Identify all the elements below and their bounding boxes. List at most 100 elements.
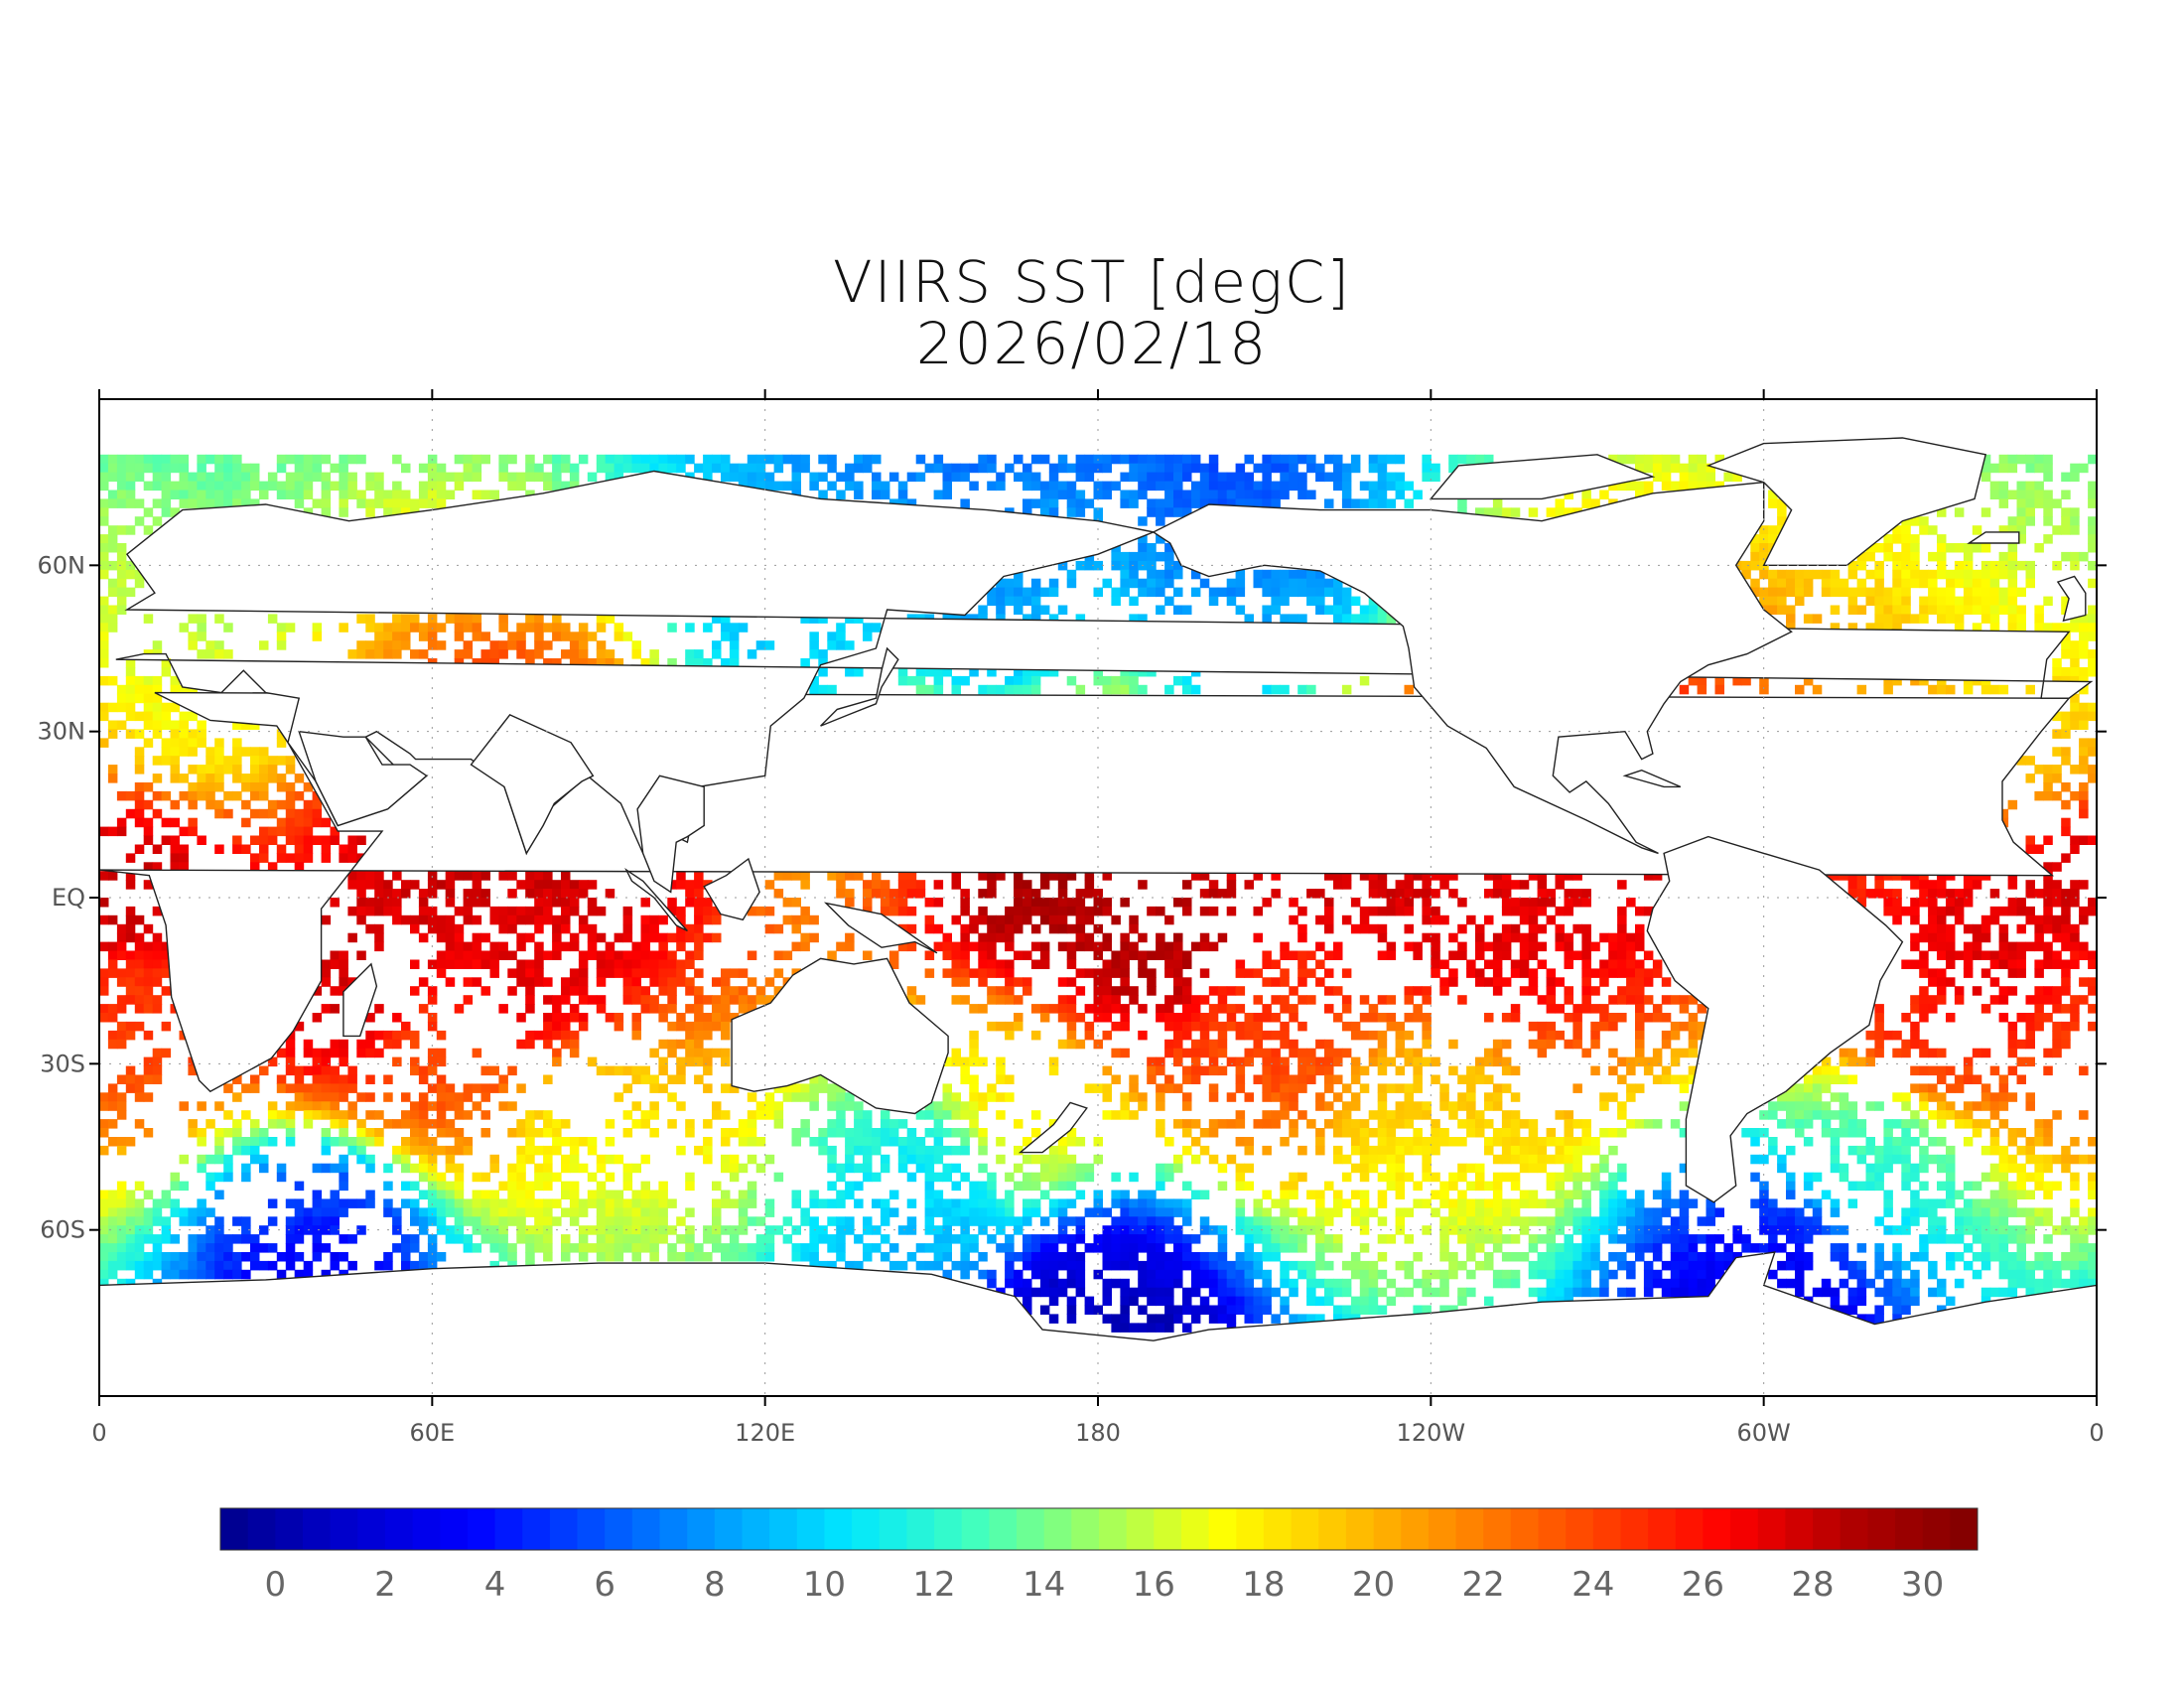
sst-cell <box>1998 906 2009 916</box>
sst-cell <box>649 959 659 969</box>
sst-cell <box>347 1101 357 1111</box>
sst-cell <box>2007 578 2018 589</box>
sst-cell <box>516 959 526 969</box>
sst-cell <box>1892 906 1902 916</box>
sst-cell <box>1422 1198 1432 1208</box>
sst-cell <box>1289 1181 1298 1192</box>
sst-cell <box>755 1137 766 1147</box>
sst-cell <box>1777 1101 1787 1111</box>
sst-cell <box>1048 1004 1059 1014</box>
sst-cell <box>552 1030 562 1041</box>
sst-cell <box>107 1101 118 1111</box>
sst-cell <box>445 898 456 908</box>
sst-cell <box>1253 498 1263 508</box>
sst-cell <box>622 1110 633 1120</box>
sst-cell <box>1883 684 1893 695</box>
sst-cell <box>2088 632 2097 641</box>
sst-cell <box>1599 959 1609 969</box>
sst-cell <box>1368 1048 1379 1058</box>
sst-cell <box>1005 675 1015 686</box>
sst-cell <box>107 454 118 465</box>
sst-cell <box>2007 1154 2018 1165</box>
sst-cell <box>1937 1074 1947 1084</box>
sst-cell <box>312 790 323 801</box>
sst-cell <box>703 1119 713 1129</box>
sst-cell <box>463 1092 474 1102</box>
sst-cell <box>703 1048 713 1058</box>
sst-cell <box>1635 1030 1645 1041</box>
sst-cell <box>1075 1172 1086 1183</box>
sst-cell <box>1883 587 1893 598</box>
sst-cell <box>1173 1083 1183 1093</box>
sst-cell <box>1156 1198 1165 1208</box>
sst-cell <box>339 481 348 492</box>
sst-cell <box>1928 1154 1938 1165</box>
sst-cell <box>747 1198 757 1208</box>
sst-cell <box>2061 817 2071 828</box>
sst-cell <box>1262 1048 1272 1058</box>
sst-cell <box>205 1154 215 1165</box>
sst-cell <box>1190 587 1201 598</box>
sst-cell <box>498 463 508 474</box>
sst-cell <box>1475 1198 1485 1208</box>
sst-cell <box>1182 1181 1192 1192</box>
sst-cell <box>170 1181 180 1192</box>
sst-cell <box>1448 950 1458 960</box>
sst-cell <box>1253 995 1263 1005</box>
sst-cell <box>1910 1119 1920 1129</box>
sst-cell <box>516 977 526 987</box>
sst-cell <box>685 454 695 465</box>
sst-cell <box>1865 587 1875 598</box>
sst-cell <box>587 1172 598 1183</box>
sst-cell <box>152 711 163 722</box>
sst-cell <box>1280 454 1290 465</box>
sst-cell <box>1297 1065 1307 1076</box>
sst-cell <box>321 977 332 987</box>
sst-cell <box>525 1128 535 1138</box>
sst-cell <box>1946 898 1956 908</box>
sst-cell <box>99 481 109 492</box>
sst-cell <box>170 702 180 713</box>
sst-cell <box>1484 1013 1494 1023</box>
sst-cell <box>729 1083 740 1093</box>
sst-cell <box>658 1056 668 1067</box>
sst-cell <box>773 1101 784 1111</box>
sst-cell <box>755 995 766 1005</box>
sst-cell <box>721 1137 731 1147</box>
sst-cell <box>1120 1021 1130 1032</box>
sst-cell <box>1581 498 1591 508</box>
sst-cell <box>712 914 722 925</box>
sst-cell <box>2025 684 2035 695</box>
sst-cell <box>1626 898 1636 908</box>
sst-cell <box>188 490 198 499</box>
sst-cell <box>259 790 269 801</box>
sst-cell <box>116 1137 127 1147</box>
sst-cell <box>2088 1021 2097 1032</box>
sst-cell <box>969 1119 979 1129</box>
sst-cell <box>773 454 784 465</box>
sst-cell <box>1315 1065 1325 1076</box>
sst-cell <box>552 914 562 925</box>
sst-cell <box>685 889 695 899</box>
sst-cell <box>1333 950 1343 960</box>
sst-cell <box>747 454 757 465</box>
sst-cell <box>2043 1013 2053 1023</box>
sst-cell <box>1014 1181 1024 1192</box>
sst-cell <box>969 1101 979 1111</box>
sst-cell <box>1555 507 1565 517</box>
sst-cell <box>1492 1056 1503 1067</box>
sst-cell <box>1005 1021 1015 1032</box>
sst-cell <box>1359 614 1370 624</box>
sst-cell <box>1839 587 1849 598</box>
sst-cell <box>1306 684 1316 695</box>
sst-cell <box>782 871 793 881</box>
sst-cell <box>1635 923 1645 934</box>
sst-cell <box>152 906 163 916</box>
sst-cell <box>1928 1083 1938 1093</box>
sst-cell <box>1466 1110 1476 1120</box>
sst-cell <box>2079 1065 2089 1076</box>
sst-cell <box>1635 1048 1645 1058</box>
sst-cell <box>1759 675 1769 686</box>
sst-cell <box>116 1021 127 1032</box>
sst-cell <box>1546 889 1557 899</box>
